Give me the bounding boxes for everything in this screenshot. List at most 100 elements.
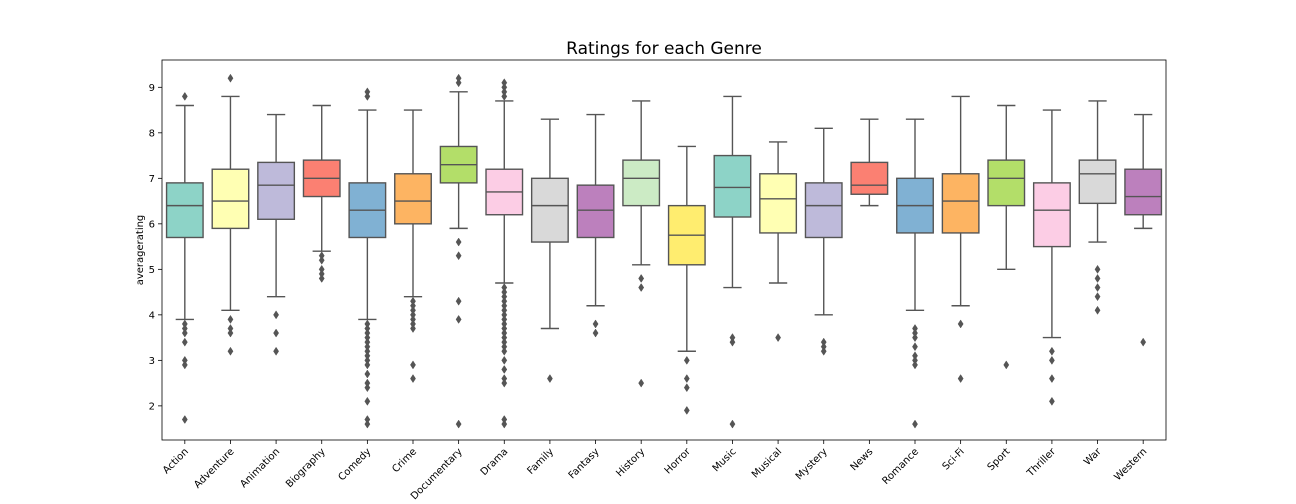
flier-point [455, 78, 462, 88]
flier-point [957, 374, 964, 384]
x-tick-label: Family [525, 446, 556, 477]
flier-point [1094, 292, 1101, 302]
flier-point [1049, 346, 1055, 356]
flier-point [501, 378, 508, 388]
flier-point [501, 346, 508, 356]
flier-point [957, 319, 964, 329]
flier-point [318, 255, 325, 265]
flier-point [683, 374, 690, 384]
flier-point [227, 314, 234, 324]
x-tick-label: History [614, 446, 647, 479]
flier-point [364, 360, 371, 370]
x-tick-label: Mystery [794, 446, 830, 482]
flier-point [364, 396, 371, 406]
x-tick-label: Sci-Fi [941, 446, 967, 472]
flier-point [227, 328, 234, 338]
y-tick-label: 5 [149, 265, 155, 276]
box-music [713, 154, 752, 218]
box-thriller [1032, 182, 1071, 248]
flier-point [683, 355, 690, 365]
flier-point [364, 383, 371, 393]
flier-point [1094, 305, 1101, 315]
y-tick-label: 2 [149, 401, 155, 412]
x-tick-label: Horror [663, 446, 694, 477]
flier-point [592, 319, 599, 329]
y-tick-label: 7 [149, 174, 155, 185]
x-tick-label: Drama [479, 446, 511, 478]
flier-point [455, 314, 462, 324]
flier-point [1049, 374, 1055, 384]
flier-point [1049, 396, 1055, 406]
flier-point [455, 237, 462, 247]
x-tick-label: Thriller [1025, 446, 1059, 480]
flier-point [501, 365, 508, 374]
box-crime [394, 173, 432, 225]
flier-point [501, 355, 508, 365]
flier-point [455, 251, 462, 261]
flier-point [912, 419, 918, 429]
x-tick-label: Crime [390, 446, 419, 475]
y-axis-label: averagerating [135, 215, 146, 286]
flier-point [912, 342, 918, 352]
flier-point [181, 360, 188, 370]
y-tick-label: 3 [149, 356, 155, 367]
x-tick-label: Music [711, 446, 739, 474]
x-tick-label: Biography [284, 446, 328, 490]
x-tick-label: War [1082, 446, 1104, 468]
flier-point [1094, 264, 1101, 274]
flier-point [729, 337, 736, 347]
flier-point [683, 405, 690, 415]
flier-point [1140, 337, 1147, 347]
flier-point [683, 383, 690, 393]
box-family [530, 177, 569, 243]
box-sport [987, 159, 1026, 207]
y-tick-label: 4 [149, 310, 155, 321]
flier-point [912, 360, 918, 370]
flier-point [410, 360, 416, 370]
flier-point [1094, 273, 1101, 283]
flier-point [273, 346, 279, 356]
box-musical [759, 173, 798, 234]
plot-frame [161, 59, 1167, 441]
flier-point [181, 91, 188, 101]
y-tick-label: 6 [149, 219, 155, 230]
flier-point [410, 374, 416, 384]
flier-point [181, 337, 188, 347]
flier-point [638, 273, 645, 283]
box-animation [257, 161, 296, 220]
box-mystery [804, 182, 843, 239]
flier-point [775, 333, 781, 343]
box-western [1124, 168, 1163, 216]
y-tick-label: 8 [149, 128, 155, 139]
x-tick-label: News [849, 446, 876, 473]
flier-point [318, 273, 325, 283]
x-tick-label: Comedy [337, 446, 374, 483]
flier-point [820, 346, 827, 356]
flier-point [364, 419, 371, 429]
box-war [1078, 159, 1117, 205]
flier-point [1003, 360, 1010, 370]
flier-point [455, 419, 462, 429]
flier-point [912, 333, 918, 343]
x-tick-label: Animation [238, 446, 282, 490]
flier-point [364, 369, 371, 379]
flier-point [1049, 355, 1055, 365]
y-tick-label: 9 [149, 83, 155, 94]
x-tick-label: Western [1113, 446, 1150, 483]
flier-point [501, 91, 508, 101]
x-tick-label: Sport [986, 446, 1013, 473]
flier-point [455, 296, 462, 306]
box-adventure [211, 168, 250, 230]
flier-point [364, 91, 371, 101]
box-news [850, 161, 889, 195]
flier-point [181, 328, 188, 338]
flier-point [638, 378, 645, 388]
flier-point [1094, 283, 1101, 293]
x-tick-label: Action [161, 446, 191, 476]
flier-point [592, 328, 599, 338]
box-history [622, 159, 661, 207]
x-tick-label: Adventure [192, 446, 236, 490]
flier-point [227, 346, 234, 356]
box-fantasy [576, 184, 615, 239]
